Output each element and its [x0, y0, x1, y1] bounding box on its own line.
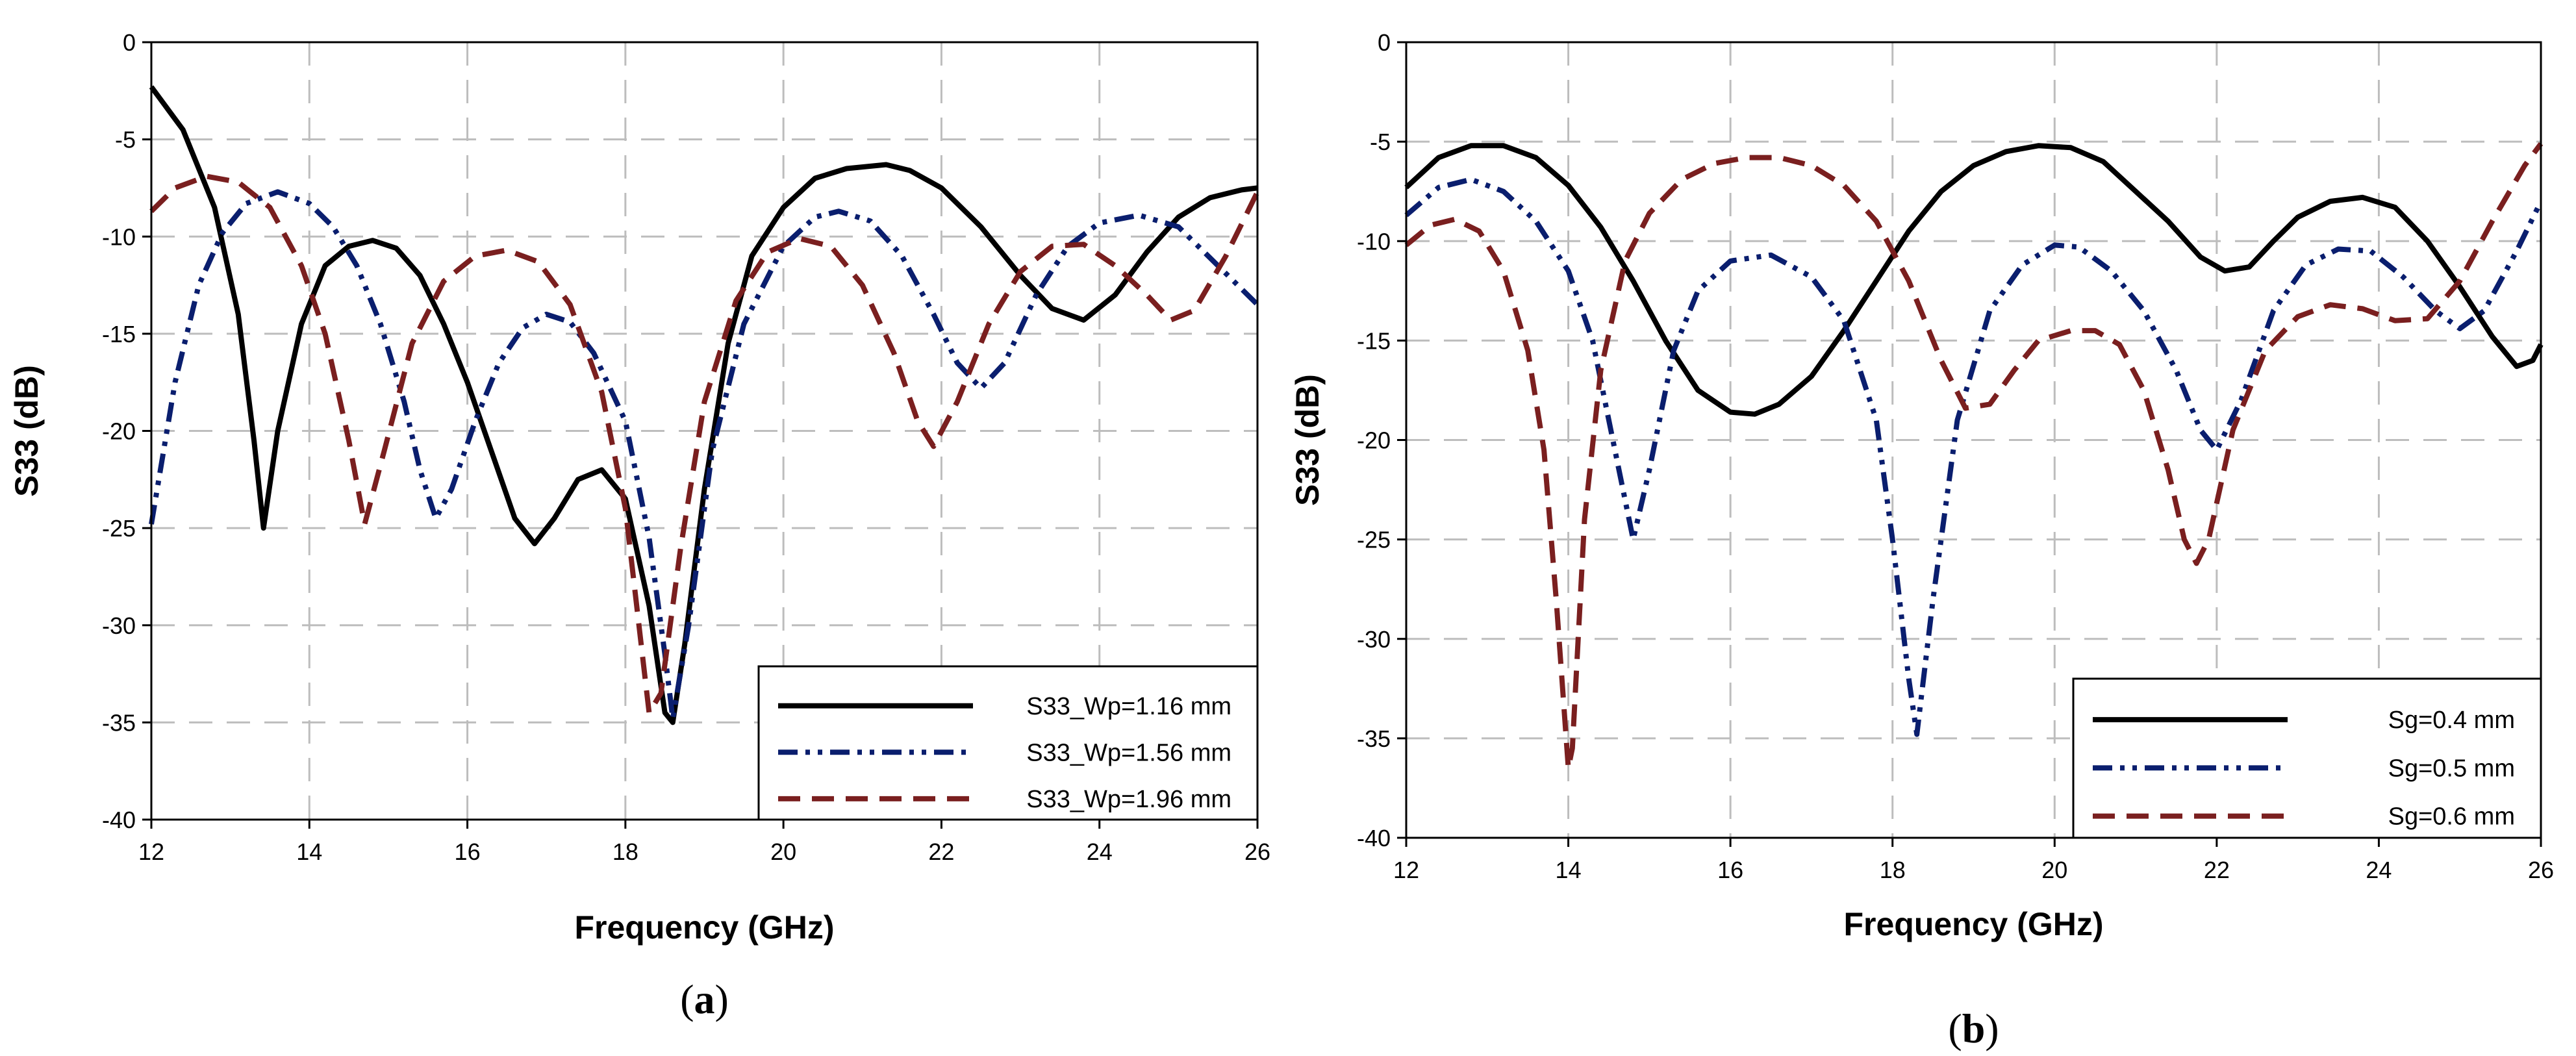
chart-panel-b: 12 14 16 18 20 22 24 26 0 -5 -10 -15 -20 -25 -30 -35 -40…: [1289, 29, 2554, 1051]
y-tick-label: 0: [1378, 29, 1391, 56]
panel-label-open: (: [680, 976, 694, 1022]
x-tick-label: 20: [2041, 857, 2067, 883]
y-tick-label: -30: [102, 612, 136, 639]
chart-panel-a: 12 14 16 18 20 22 24 26 0 -5 -10 -15 -20 -25 -30 -35 -40…: [8, 29, 1270, 1022]
x-tick-label: 12: [1393, 857, 1419, 883]
panel-label: (a): [680, 976, 729, 1022]
panel-label-close: ): [715, 976, 729, 1022]
x-tick-label: 14: [296, 838, 322, 865]
y-axis-label: S33 (dB): [1289, 374, 1326, 506]
x-tick-label: 18: [1880, 857, 1906, 883]
series-line-3: [149, 173, 1260, 716]
x-tick-label: 24: [2366, 857, 2392, 883]
x-tick-label: 26: [1244, 838, 1270, 865]
y-tick-label: 0: [123, 29, 136, 56]
x-axis-label: Frequency (GHz): [574, 909, 834, 946]
y-tick-label: -20: [1357, 427, 1391, 454]
y-tick-label: -20: [102, 418, 136, 445]
y-tick-label: -40: [102, 807, 136, 833]
x-tick-label: 16: [455, 838, 481, 865]
panel-label: (b): [1948, 1005, 1999, 1051]
x-tick-label: 22: [928, 838, 954, 865]
y-tick-label: -10: [102, 223, 136, 250]
legend: S33_Wp=1.16 mm S33_Wp=1.56 mm S33_Wp=1.96 …: [757, 665, 1259, 821]
legend-label-1: S33_Wp=1.16 mm: [1026, 693, 1231, 720]
x-tick-label: 12: [138, 838, 164, 865]
y-tick-label: -25: [102, 515, 136, 542]
x-tick-label: 18: [612, 838, 638, 865]
x-tick-label: 24: [1087, 838, 1113, 865]
x-axis-label: Frequency (GHz): [1843, 906, 2103, 942]
x-tick-label: 14: [1556, 857, 1582, 883]
panel-label-letter: b: [1962, 1005, 1986, 1051]
y-tick-label: -15: [102, 321, 136, 347]
y-tick-label: -5: [1370, 129, 1391, 155]
y-tick-label: -35: [102, 709, 136, 736]
series-line-1: [1404, 143, 2544, 417]
y-tick-label: -25: [1357, 527, 1391, 553]
y-tick-label: -10: [1357, 228, 1391, 255]
legend: Sg=0.4 mm Sg=0.5 mm Sg=0.6 mm: [2072, 677, 2542, 839]
y-tick-label: -30: [1357, 626, 1391, 653]
y-tick-label: -15: [1357, 327, 1391, 354]
legend-label-1: Sg=0.4 mm: [2388, 707, 2515, 734]
x-tick-label: 16: [1717, 857, 1743, 883]
x-tick-label: 20: [770, 838, 796, 865]
legend-label-2: S33_Wp=1.56 mm: [1026, 739, 1231, 766]
panel-label-open: (: [1948, 1005, 1962, 1051]
series-line-1: [149, 85, 1258, 725]
legend-label-3: S33_Wp=1.96 mm: [1026, 786, 1231, 813]
legend-label-2: Sg=0.5 mm: [2388, 755, 2515, 782]
series-line-2: [149, 189, 1259, 722]
x-tick-label: 22: [2204, 857, 2230, 883]
y-tick-label: -35: [1357, 725, 1391, 752]
series-line-3: [1404, 142, 2544, 771]
panel-label-close: ): [1985, 1005, 1999, 1051]
y-tick-label: -40: [1357, 825, 1391, 851]
x-tick-label: 26: [2528, 857, 2554, 883]
y-axis-label: S33 (dB): [8, 365, 45, 497]
legend-label-3: Sg=0.6 mm: [2388, 803, 2515, 831]
panel-label-letter: a: [694, 976, 715, 1022]
y-tick-label: -5: [115, 127, 136, 153]
series-line-2: [1404, 177, 2544, 737]
legend-box: [2072, 677, 2542, 839]
legend-box: [757, 665, 1259, 821]
